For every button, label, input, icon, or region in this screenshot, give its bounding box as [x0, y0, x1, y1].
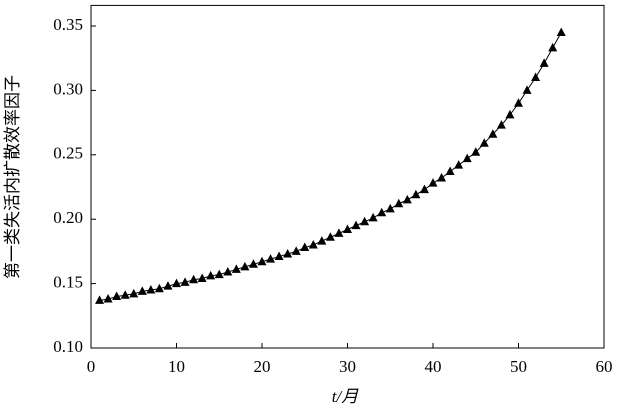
marker	[377, 207, 387, 217]
marker	[257, 256, 267, 266]
y-tick-label: 0.20	[53, 208, 83, 227]
marker	[343, 224, 352, 234]
plot-frame	[90, 4, 605, 349]
y-tick-label: 0.25	[53, 144, 83, 163]
marker	[454, 160, 464, 169]
x-tick-label: 30	[339, 357, 356, 376]
marker	[428, 178, 438, 187]
marker	[462, 153, 472, 163]
marker	[197, 273, 207, 282]
marker	[189, 274, 199, 284]
marker	[394, 198, 404, 208]
marker	[172, 278, 181, 288]
marker	[488, 129, 498, 138]
marker	[437, 172, 447, 182]
x-tick-label: 20	[254, 357, 271, 376]
marker	[325, 232, 335, 241]
marker	[240, 261, 250, 271]
marker	[505, 109, 515, 119]
y-tick-label: 0.15	[53, 273, 83, 292]
x-axis-label: t/月	[332, 387, 359, 406]
marker	[120, 290, 130, 299]
marker	[514, 98, 523, 107]
marker	[471, 147, 481, 156]
y-axis-label: 第一类失活内扩散效率因子	[3, 75, 22, 279]
marker	[274, 251, 284, 261]
marker	[411, 189, 421, 199]
marker	[291, 246, 301, 255]
marker	[137, 286, 147, 295]
x-tick-label: 0	[87, 357, 96, 376]
x-tick-label: 40	[425, 357, 442, 376]
marker	[539, 58, 549, 67]
y-tick-label: 0.35	[53, 15, 83, 34]
marker	[402, 194, 412, 204]
marker	[180, 277, 190, 286]
marker	[95, 295, 105, 304]
marker	[214, 269, 224, 279]
marker	[531, 72, 541, 82]
marker	[103, 294, 113, 303]
marker	[163, 281, 173, 290]
marker	[385, 203, 395, 213]
marker	[112, 291, 122, 300]
marker	[317, 236, 327, 245]
marker	[248, 259, 258, 268]
x-tick-label: 10	[168, 357, 185, 376]
marker	[206, 270, 216, 280]
marker	[548, 42, 558, 52]
marker	[266, 254, 276, 263]
marker	[300, 242, 310, 252]
marker	[368, 212, 378, 222]
x-tick-label: 50	[510, 357, 527, 376]
y-tick-label: 0.30	[53, 79, 83, 98]
marker	[154, 283, 164, 293]
marker	[283, 248, 293, 258]
marker	[308, 239, 318, 249]
marker	[445, 166, 455, 176]
marker	[223, 267, 233, 276]
x-tick-label: 60	[596, 357, 613, 376]
series-line	[99, 32, 562, 301]
marker	[334, 228, 344, 237]
marker	[231, 264, 241, 273]
marker	[146, 285, 156, 294]
marker	[556, 27, 566, 36]
marker	[129, 288, 139, 298]
marker	[351, 220, 361, 230]
marker	[419, 184, 429, 194]
marker	[360, 216, 370, 226]
marker	[479, 138, 489, 147]
marker	[522, 85, 532, 94]
marker	[496, 120, 506, 129]
y-tick-label: 0.10	[53, 337, 83, 356]
